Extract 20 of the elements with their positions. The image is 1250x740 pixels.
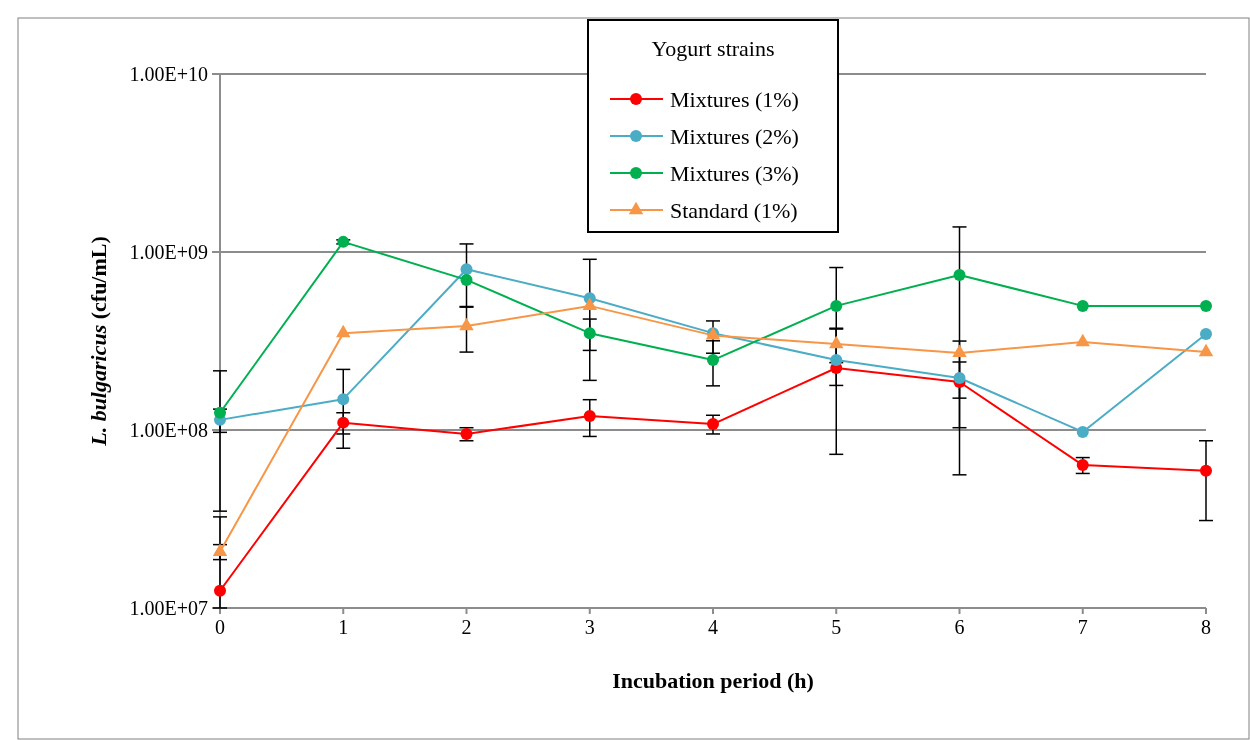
y-axis-title: L. bulgaricus (cfu/mL) xyxy=(86,236,111,447)
x-tick-label: 1 xyxy=(338,616,349,638)
x-tick-label: 4 xyxy=(708,616,718,638)
y-tick-label: 1.00E+09 xyxy=(129,241,208,263)
x-tick-label: 3 xyxy=(584,616,595,638)
y-tick-label: 1.00E+07 xyxy=(129,597,208,619)
legend-label: Mixtures (1%) xyxy=(670,86,799,112)
y-tick-label: 1.00E+08 xyxy=(129,419,208,441)
legend-label: Standard (1%) xyxy=(670,197,798,223)
y-tick-label: 1.00E+10 xyxy=(129,63,208,85)
legend-label: Mixtures (2%) xyxy=(670,123,799,149)
x-tick-label: 7 xyxy=(1077,616,1088,638)
x-tick-label: 6 xyxy=(954,616,965,638)
x-tick-label: 2 xyxy=(461,616,472,638)
legend-title: Yogurt strains xyxy=(651,36,775,61)
legend-label: Mixtures (3%) xyxy=(670,160,799,186)
x-tick-label: 5 xyxy=(831,616,842,638)
x-tick-label: 8 xyxy=(1201,616,1211,638)
x-axis-title: Incubation period (h) xyxy=(612,668,814,693)
x-tick-label: 0 xyxy=(215,616,225,638)
